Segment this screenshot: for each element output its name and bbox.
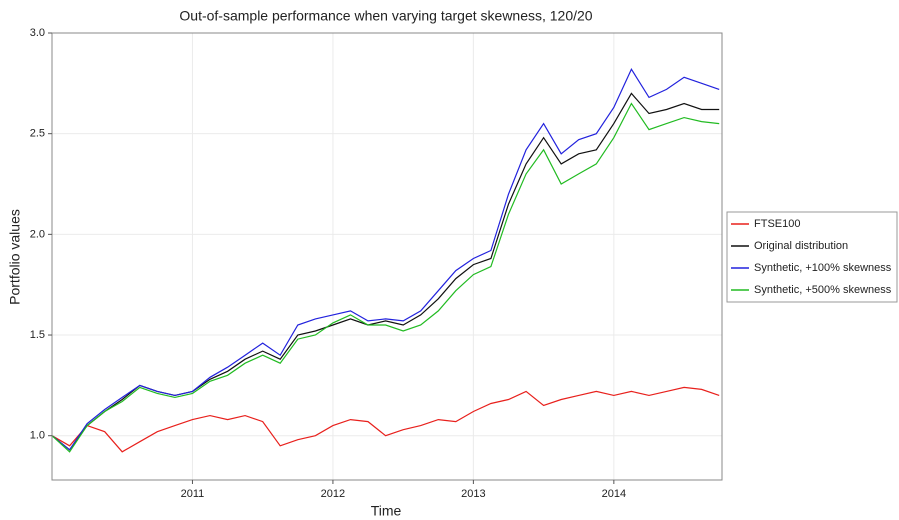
series-line bbox=[51, 102, 720, 453]
y-tick-label: 2.0 bbox=[30, 228, 45, 240]
lines bbox=[51, 67, 720, 453]
y-tick-label: 1.5 bbox=[30, 329, 45, 341]
y-tick-label: 3.0 bbox=[30, 27, 45, 39]
series-line bbox=[51, 386, 720, 453]
y-tick-label: 2.5 bbox=[30, 128, 45, 140]
plot-border bbox=[51, 32, 723, 481]
x-tick-label: 2014 bbox=[602, 488, 626, 500]
series-line bbox=[51, 92, 720, 451]
grid bbox=[52, 32, 722, 480]
y-axis-label: Portfolio values bbox=[7, 209, 23, 305]
x-tick-label: 2012 bbox=[321, 488, 345, 500]
legend-label: FTSE100 bbox=[754, 218, 800, 230]
chart-title: Out-of-sample performance when varying t… bbox=[179, 8, 592, 24]
legend-box bbox=[726, 211, 898, 303]
legend-label: Original distribution bbox=[754, 240, 848, 252]
x-axis-label: Time bbox=[371, 503, 402, 519]
y-tick-label: 1.0 bbox=[30, 430, 45, 442]
x-tick-label: 2011 bbox=[181, 488, 205, 500]
legend-label: Synthetic, +500% skewness bbox=[754, 284, 892, 296]
legend-label: Synthetic, +100% skewness bbox=[754, 262, 892, 274]
series-line bbox=[51, 67, 720, 451]
x-tick-label: 2013 bbox=[461, 488, 485, 500]
legend: FTSE100 Original distribution Synthetic, +… bbox=[731, 218, 892, 296]
